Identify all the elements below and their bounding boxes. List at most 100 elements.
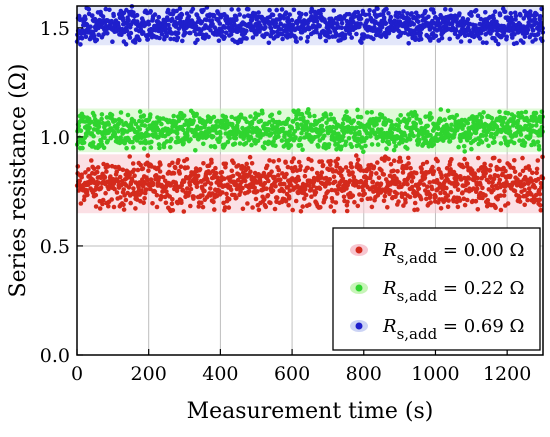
data-point (319, 170, 325, 175)
data-point (255, 138, 261, 144)
data-point (425, 184, 430, 189)
data-point (398, 113, 404, 118)
data-point (388, 119, 394, 124)
data-point (229, 168, 235, 174)
data-point (213, 170, 219, 176)
data-point (210, 134, 216, 139)
data-point (518, 132, 524, 137)
data-point (498, 193, 503, 198)
data-point (466, 176, 472, 181)
data-point (184, 186, 190, 191)
data-point (465, 120, 471, 126)
data-point (171, 113, 176, 119)
data-point (271, 159, 276, 164)
data-point (418, 120, 424, 125)
data-point (324, 120, 329, 126)
data-point (131, 167, 137, 173)
data-point (414, 170, 419, 176)
data-point (405, 181, 410, 187)
data-point (438, 206, 444, 211)
data-point (397, 180, 402, 185)
data-point (77, 178, 82, 184)
data-point (379, 168, 384, 173)
data-point (208, 181, 214, 186)
data-point (404, 165, 410, 171)
y-tick-label: 0.0 (40, 345, 70, 367)
data-point (497, 109, 502, 115)
data-point (250, 205, 255, 210)
data-point (507, 129, 513, 134)
data-point (438, 190, 443, 196)
data-point (194, 111, 199, 117)
data-point (309, 194, 314, 199)
data-point (246, 188, 252, 194)
data-point (221, 200, 226, 206)
data-point (226, 196, 232, 202)
data-point (286, 196, 292, 201)
data-point (448, 190, 454, 195)
data-point (124, 145, 129, 151)
data-point (458, 39, 464, 44)
data-point (100, 14, 106, 19)
data-point (348, 24, 354, 29)
data-point (254, 32, 259, 37)
data-point (114, 169, 119, 175)
data-point (111, 204, 117, 210)
data-point (100, 201, 105, 207)
data-point (439, 133, 445, 139)
data-point (222, 25, 228, 30)
data-point (537, 203, 543, 208)
data-point (302, 196, 307, 201)
data-point (269, 112, 275, 118)
data-point (520, 168, 526, 174)
data-point (285, 185, 291, 190)
data-point (471, 34, 477, 40)
data-point (83, 34, 89, 40)
data-point (242, 178, 248, 184)
data-point (495, 22, 501, 28)
data-point (510, 35, 515, 40)
data-point (232, 141, 238, 146)
data-point (164, 33, 169, 39)
data-point (228, 187, 234, 193)
data-point (211, 199, 216, 205)
data-point (177, 6, 183, 11)
data-point (340, 176, 346, 182)
data-point (109, 197, 114, 202)
series-0 (74, 153, 546, 214)
data-point (85, 192, 90, 198)
data-point (314, 170, 320, 176)
data-point (461, 123, 467, 128)
data-point (145, 177, 150, 183)
data-point (278, 177, 283, 182)
data-point (428, 132, 433, 138)
data-point (493, 38, 499, 44)
data-point (427, 111, 433, 116)
data-point (323, 194, 329, 200)
data-point (410, 113, 416, 119)
data-point (102, 135, 107, 140)
data-point (98, 185, 104, 190)
data-point (261, 170, 267, 176)
data-point (369, 142, 375, 147)
data-point (533, 110, 539, 116)
data-point (280, 36, 285, 42)
data-point (94, 169, 100, 175)
data-point (159, 31, 165, 37)
data-point (295, 126, 301, 131)
data-point (497, 177, 503, 183)
data-point (298, 36, 304, 41)
data-point (148, 145, 154, 150)
data-point (421, 182, 427, 187)
y-axis-title: Series resistance (Ω) (6, 64, 31, 298)
data-point (384, 146, 389, 151)
data-point (325, 189, 331, 194)
data-point (244, 161, 249, 167)
data-point (163, 200, 169, 206)
data-point (126, 185, 132, 190)
data-point (471, 186, 476, 191)
data-point (364, 135, 369, 141)
data-point (124, 28, 130, 34)
data-point (130, 161, 136, 166)
data-point (142, 123, 148, 128)
